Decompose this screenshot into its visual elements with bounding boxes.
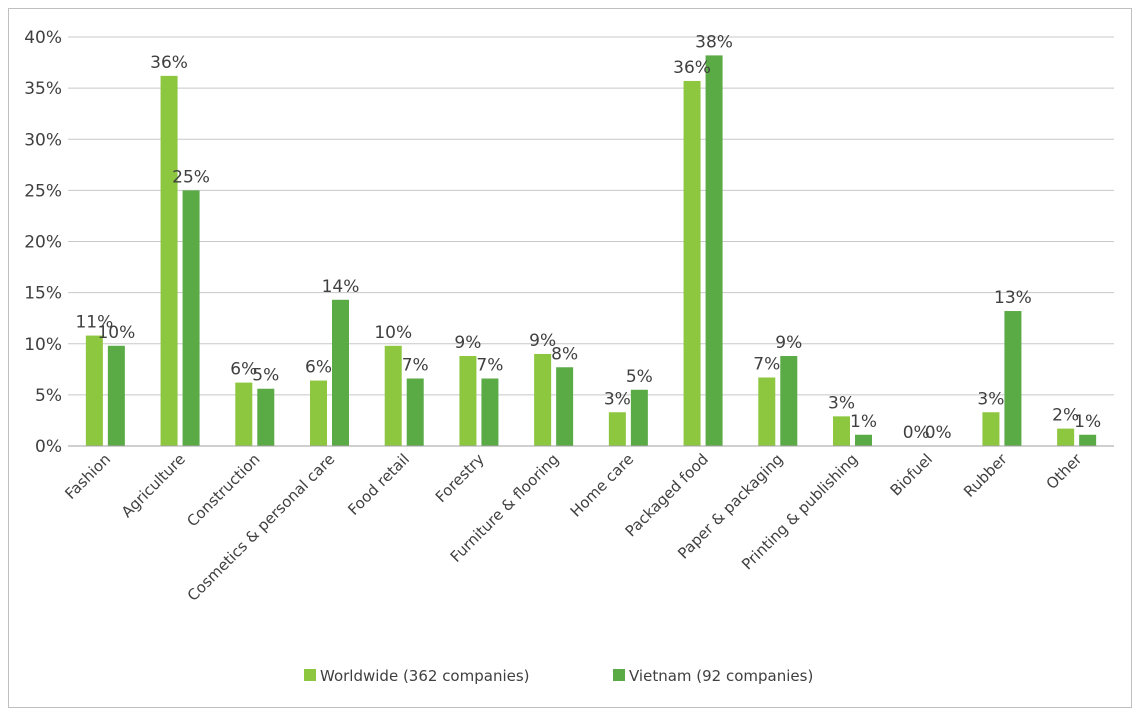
legend-label-worldwide: Worldwide (362 companies): [320, 667, 530, 685]
legend-label-vietnam: Vietnam (92 companies): [629, 667, 813, 685]
bar-vietnam: [481, 378, 499, 446]
data-label-vietnam: 5%: [252, 366, 279, 386]
bar-worldwide: [384, 345, 402, 446]
bar-worldwide: [608, 412, 626, 446]
data-label-vietnam: 7%: [402, 356, 429, 376]
bar-vietnam: [780, 356, 798, 446]
data-label-worldwide: 7%: [753, 354, 780, 374]
bar-vietnam: [1079, 434, 1097, 446]
data-label-worldwide: 6%: [230, 360, 257, 380]
bar-worldwide: [235, 382, 253, 446]
bar-worldwide: [310, 380, 327, 446]
data-label-worldwide: 36%: [673, 58, 711, 78]
data-label-vietnam: 1%: [850, 412, 877, 432]
data-label-worldwide: 3%: [828, 393, 855, 413]
bar-worldwide: [1057, 428, 1075, 446]
bar-vietnam: [182, 190, 200, 446]
category-label: Forestry: [432, 450, 488, 506]
data-label-worldwide: 0%: [903, 423, 930, 443]
bar-vietnam: [332, 299, 349, 446]
bar-vietnam: [257, 388, 275, 446]
data-label-vietnam: 14%: [322, 277, 360, 297]
data-label-worldwide: 3%: [604, 389, 631, 409]
data-label-worldwide: 2%: [1052, 406, 1079, 426]
bar-worldwide: [833, 416, 850, 446]
data-label-worldwide: 36%: [150, 53, 188, 73]
y-tick-label: 35%: [24, 79, 62, 99]
bar-vietnam: [1004, 311, 1022, 446]
data-label-vietnam: 1%: [1074, 412, 1101, 432]
y-tick-label: 10%: [24, 335, 62, 355]
bar-worldwide: [85, 335, 103, 446]
data-label-worldwide: 6%: [305, 358, 332, 378]
data-label-vietnam: 10%: [97, 323, 135, 343]
data-label-worldwide: 9%: [529, 331, 556, 351]
legend-swatch-vietnam: [613, 669, 625, 681]
bar-vietnam: [705, 55, 723, 446]
data-label-vietnam: 38%: [695, 32, 733, 52]
data-label-vietnam: 0%: [925, 423, 952, 443]
data-label-vietnam: 13%: [994, 288, 1032, 308]
y-tick-label: 20%: [24, 233, 62, 253]
bar-vietnam: [556, 367, 574, 446]
bar-vietnam: [630, 389, 648, 446]
category-label: Agriculture: [118, 450, 189, 521]
category-label: Other: [1043, 450, 1086, 493]
y-tick-label: 25%: [24, 181, 62, 201]
bar-chart: 0%5%10%15%20%25%30%35%40%11%10%Fashion36…: [24, 28, 1114, 685]
y-tick-label: 30%: [24, 130, 62, 150]
category-label: Fashion: [61, 450, 114, 503]
data-label-worldwide: 9%: [454, 333, 481, 353]
category-label: Food retail: [344, 450, 413, 519]
data-label-vietnam: 8%: [551, 344, 578, 364]
category-label: Biofuel: [887, 450, 936, 499]
data-label-vietnam: 9%: [775, 333, 802, 353]
data-label-worldwide: 11%: [75, 313, 113, 333]
bar-vietnam: [107, 345, 125, 446]
y-tick-label: 15%: [24, 284, 62, 304]
data-label-worldwide: 10%: [374, 323, 412, 343]
data-label-vietnam: 5%: [626, 367, 653, 387]
y-tick-label: 0%: [35, 437, 62, 457]
bar-vietnam: [406, 378, 424, 446]
bar-worldwide: [534, 353, 552, 446]
category-label: Rubber: [960, 450, 1011, 501]
bar-worldwide: [459, 356, 477, 446]
bar-worldwide: [160, 75, 178, 446]
chart-frame: 0% 5% 10% 15% 20% 25% 30% 35% 40% 11% 10% Fashion 36…: [8, 8, 1132, 708]
data-label-vietnam: 7%: [476, 356, 503, 376]
category-label: Home care: [567, 450, 637, 520]
data-label-vietnam: 25%: [172, 167, 210, 187]
y-tick-label: 5%: [35, 386, 62, 406]
bar-vietnam: [855, 434, 872, 446]
bar-worldwide: [982, 412, 1000, 446]
category-label: Construction: [183, 450, 263, 530]
category-label: Cosmetics & personal care: [184, 450, 339, 605]
bar-worldwide: [683, 80, 701, 446]
y-tick-label: 40%: [24, 28, 62, 48]
data-label-worldwide: 3%: [977, 389, 1004, 409]
legend-swatch-worldwide: [304, 669, 316, 681]
bar-worldwide: [758, 377, 776, 446]
